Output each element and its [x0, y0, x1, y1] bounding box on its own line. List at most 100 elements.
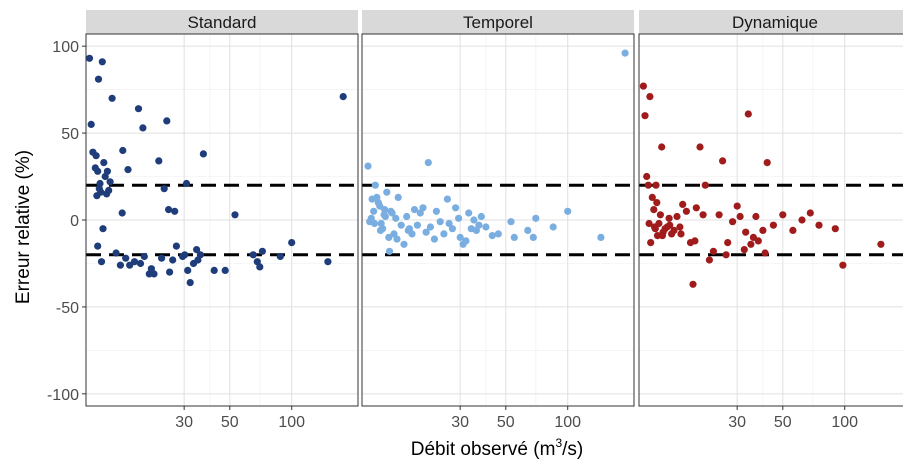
- data-point: [445, 219, 453, 228]
- data-point: [564, 207, 572, 215]
- data-point: [94, 75, 103, 83]
- data-point: [436, 218, 444, 226]
- data-point: [94, 242, 102, 250]
- data-point: [165, 206, 173, 214]
- data-point: [249, 251, 257, 259]
- data-point: [196, 251, 204, 259]
- data-point: [673, 212, 681, 221]
- data-point: [339, 93, 347, 101]
- data-point: [752, 212, 760, 221]
- data-point: [470, 216, 478, 224]
- data-point: [258, 247, 266, 255]
- data-point: [815, 221, 823, 229]
- data-point: [393, 235, 401, 243]
- data-point: [769, 221, 778, 229]
- data-point: [397, 221, 405, 229]
- data-point: [385, 233, 393, 241]
- data-point: [392, 214, 400, 222]
- data-point: [370, 219, 379, 228]
- panel-border: [361, 33, 635, 407]
- data-point: [806, 209, 814, 217]
- panel-temporel: Temporel: [361, 10, 635, 407]
- data-point: [761, 249, 769, 257]
- data-point: [193, 246, 201, 254]
- data-point: [740, 246, 748, 254]
- data-point: [99, 225, 107, 233]
- data-point: [653, 199, 661, 207]
- data-point: [92, 152, 100, 160]
- data-point: [139, 124, 147, 132]
- panel-dynamique: Dynamique: [638, 10, 903, 407]
- x-tick-label: 30: [175, 414, 193, 431]
- data-point: [158, 254, 166, 262]
- data-point: [432, 207, 440, 215]
- data-point: [134, 105, 143, 113]
- data-point: [658, 232, 667, 240]
- data-point: [383, 188, 391, 196]
- data-point: [413, 221, 421, 229]
- data-point: [529, 233, 537, 241]
- data-point: [97, 258, 106, 266]
- x-tick-label: 30: [728, 414, 746, 431]
- data-point: [549, 223, 557, 231]
- data-point: [744, 110, 752, 118]
- data-point: [666, 221, 674, 229]
- data-point: [709, 247, 718, 255]
- data-point: [482, 223, 490, 231]
- data-point: [448, 225, 456, 233]
- panel-strip: [362, 10, 634, 34]
- x-tick-label: 100: [278, 414, 305, 431]
- data-point: [98, 58, 106, 66]
- x-tick-label: 50: [774, 414, 792, 431]
- data-point: [381, 206, 389, 214]
- data-point: [676, 223, 684, 231]
- data-point: [136, 259, 145, 268]
- data-point: [701, 181, 709, 189]
- data-point: [754, 237, 762, 245]
- data-point: [644, 181, 652, 189]
- data-point: [759, 226, 767, 234]
- y-axis-ticks: 100 50 0 -50 -100: [47, 39, 86, 404]
- data-point: [658, 143, 666, 151]
- data-point: [130, 258, 139, 266]
- y-tick-label: -50: [56, 300, 79, 317]
- data-point: [488, 232, 496, 240]
- data-point: [276, 252, 284, 261]
- y-tick-label: 0: [70, 213, 79, 230]
- data-point: [475, 221, 483, 229]
- data-point: [231, 211, 239, 219]
- data-point: [670, 226, 678, 234]
- data-point: [106, 178, 114, 186]
- data-point: [621, 49, 629, 57]
- data-point: [652, 181, 660, 189]
- x-axis-title: Débit observé (m3/s): [411, 436, 583, 460]
- data-point: [747, 240, 755, 248]
- data-point: [116, 261, 124, 269]
- panel-strip: [86, 10, 358, 34]
- data-point: [452, 204, 460, 212]
- data-point: [715, 211, 723, 219]
- data-point: [656, 211, 665, 219]
- data-point: [532, 214, 540, 222]
- data-point: [400, 240, 408, 248]
- data-point: [169, 256, 177, 264]
- panel-strip-label: Dynamique: [732, 13, 818, 32]
- data-point: [424, 159, 432, 167]
- data-point: [172, 242, 180, 250]
- data-point: [385, 247, 394, 255]
- x-axis-ticks: 30 50 100 30 50 100 30 50 100: [175, 406, 858, 431]
- data-point: [443, 195, 451, 203]
- data-point: [171, 207, 179, 215]
- data-point: [455, 214, 463, 222]
- data-point: [182, 179, 191, 188]
- data-point: [682, 207, 691, 215]
- data-point: [440, 230, 448, 238]
- data-point: [465, 209, 473, 217]
- data-point: [422, 228, 430, 236]
- data-point: [155, 157, 163, 165]
- data-point: [103, 167, 111, 175]
- data-point: [108, 94, 116, 102]
- data-point: [524, 226, 532, 234]
- data-point: [650, 223, 659, 231]
